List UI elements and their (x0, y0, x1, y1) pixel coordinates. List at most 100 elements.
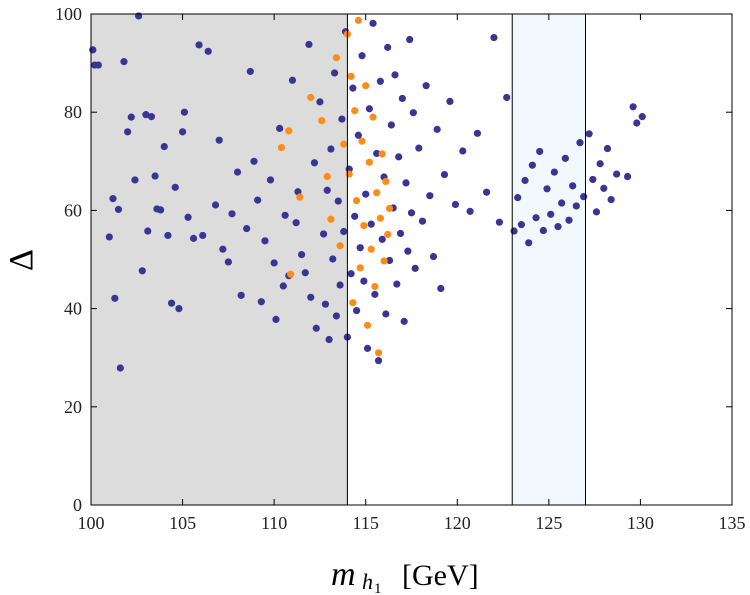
data-point (373, 149, 381, 158)
data-point (525, 239, 533, 247)
data-point (336, 281, 344, 289)
data-point (147, 113, 156, 121)
data-point (466, 207, 474, 215)
data-point (189, 234, 198, 242)
data-points (89, 12, 646, 372)
data-point (384, 43, 392, 51)
data-point (371, 282, 379, 291)
data-point (338, 115, 346, 123)
data-point (398, 94, 406, 103)
data-point (367, 220, 375, 228)
data-point (360, 222, 368, 230)
axis-ticks (90, 13, 733, 506)
data-point (94, 61, 102, 69)
data-point (340, 227, 348, 236)
data-point (585, 130, 593, 138)
data-point (580, 193, 588, 201)
data-point (228, 210, 236, 218)
data-point (312, 324, 320, 332)
data-point (613, 170, 621, 178)
data-point (301, 269, 309, 277)
data-point (254, 196, 262, 204)
data-point (633, 119, 641, 127)
data-point (369, 19, 377, 27)
data-point (503, 93, 511, 102)
data-point (517, 221, 525, 229)
data-point (415, 144, 423, 152)
data-point (592, 208, 601, 216)
data-point (270, 259, 278, 267)
data-point (285, 127, 293, 135)
y-tick-label: 0 (73, 495, 82, 515)
data-point (349, 299, 357, 307)
data-point (547, 210, 555, 218)
data-point (572, 202, 580, 210)
x-axis-title-subsub: 1 (374, 581, 382, 595)
data-point (378, 235, 386, 243)
data-point (638, 113, 646, 121)
data-point (539, 226, 547, 235)
data-point (281, 211, 289, 219)
data-point (358, 52, 366, 60)
data-point (288, 76, 297, 84)
data-point (310, 159, 319, 167)
data-point (490, 33, 498, 42)
y-tick-label: 60 (64, 200, 82, 220)
data-point (305, 40, 313, 49)
data-point (325, 335, 333, 344)
x-tick-label: 125 (535, 513, 562, 533)
data-point (296, 193, 304, 201)
data-point (142, 111, 150, 119)
data-point (340, 140, 348, 148)
data-point (349, 84, 357, 92)
data-point (199, 231, 207, 240)
data-point (521, 176, 529, 185)
data-point (473, 129, 482, 137)
data-point (603, 144, 612, 153)
data-point (373, 189, 381, 197)
data-point (396, 229, 405, 238)
data-point (569, 182, 577, 190)
data-point (369, 113, 377, 121)
data-point (363, 321, 372, 329)
data-point (323, 186, 331, 194)
data-point (319, 230, 328, 238)
data-point (151, 172, 159, 180)
x-tick-label: 130 (627, 513, 654, 533)
data-point (391, 71, 399, 79)
data-point (374, 349, 383, 357)
x-tick-label: 135 (719, 513, 746, 533)
data-point (345, 170, 353, 178)
data-point (404, 247, 412, 255)
data-point (294, 188, 302, 196)
data-point (175, 305, 183, 313)
data-point (114, 205, 123, 214)
data-point (352, 196, 361, 205)
data-point (178, 128, 187, 136)
data-point (440, 170, 449, 179)
data-point (378, 150, 386, 158)
data-point (266, 176, 275, 184)
data-point (204, 47, 212, 55)
data-point (167, 299, 176, 307)
data-point (426, 192, 434, 200)
y-tick-label: 20 (64, 397, 82, 417)
data-point (406, 35, 414, 44)
data-point (422, 82, 430, 90)
data-point (482, 188, 491, 196)
data-point (347, 270, 355, 278)
data-point (351, 107, 359, 115)
data-point (332, 54, 341, 62)
data-point (385, 204, 394, 213)
data-point (307, 93, 315, 102)
data-point (495, 218, 504, 226)
data-point (250, 157, 258, 165)
data-point (334, 197, 342, 205)
data-point (257, 298, 265, 306)
data-point (292, 219, 300, 227)
data-point (387, 121, 395, 129)
data-point (243, 224, 251, 233)
data-point (105, 233, 113, 241)
data-point (382, 177, 390, 186)
